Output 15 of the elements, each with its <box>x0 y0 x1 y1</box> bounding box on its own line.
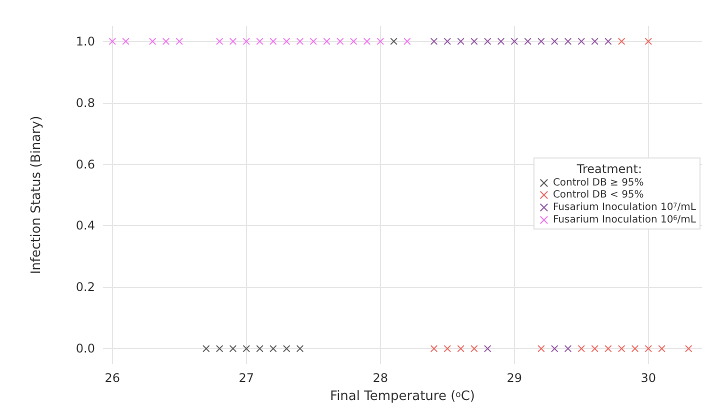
y-axis-title: Infection Status (Binary) <box>29 116 44 274</box>
y-tick-label: 0.0 <box>76 342 95 356</box>
y-tick-label: 0.4 <box>76 218 95 233</box>
legend-label: Control DB < 95% <box>552 190 644 200</box>
x-tick-label: 28 <box>372 371 388 385</box>
y-tick-label: 0.6 <box>76 157 95 172</box>
legend-title: Treatment: <box>576 162 642 176</box>
y-tick-label: 0.2 <box>76 280 95 294</box>
x-tick-label: 27 <box>238 371 254 385</box>
y-tick-label: 0.8 <box>76 96 95 110</box>
x-tick-label: 29 <box>506 371 522 385</box>
y-tick-label: 1.0 <box>76 34 95 48</box>
x-tick-label: 30 <box>640 371 656 385</box>
x-tick-label: 26 <box>104 371 120 385</box>
legend-label: Control DB ≥ 95% <box>552 178 644 188</box>
